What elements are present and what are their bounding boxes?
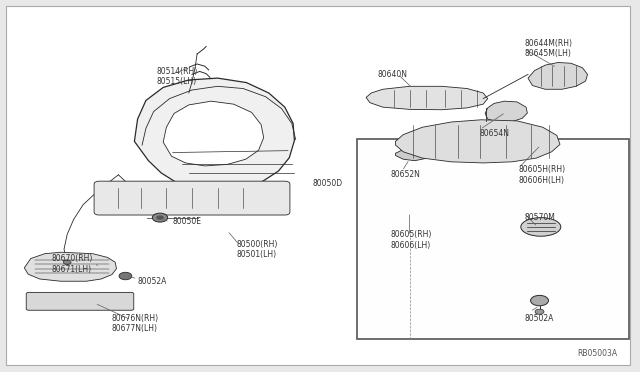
Polygon shape: [485, 101, 527, 122]
Text: 80676N(RH)
80677N(LH): 80676N(RH) 80677N(LH): [112, 314, 159, 333]
Polygon shape: [134, 78, 294, 190]
Text: RB05003A: RB05003A: [577, 349, 618, 358]
Polygon shape: [396, 120, 560, 163]
Text: 80654N: 80654N: [480, 129, 510, 138]
Text: 80670(RH)
80671(LH): 80670(RH) 80671(LH): [51, 254, 93, 274]
Text: 80052A: 80052A: [138, 277, 167, 286]
Text: 80050D: 80050D: [312, 179, 342, 187]
Polygon shape: [528, 62, 588, 89]
Ellipse shape: [521, 218, 561, 236]
Polygon shape: [24, 252, 116, 281]
Text: 80605(RH)
80606(LH): 80605(RH) 80606(LH): [390, 230, 432, 250]
Text: 80640N: 80640N: [378, 70, 408, 79]
Text: 80570M: 80570M: [525, 213, 556, 222]
Text: 80502A: 80502A: [525, 314, 554, 323]
Polygon shape: [366, 86, 488, 110]
Bar: [357, 140, 629, 339]
FancyBboxPatch shape: [94, 181, 290, 215]
Text: 80050E: 80050E: [173, 217, 202, 226]
Circle shape: [156, 215, 164, 220]
Polygon shape: [163, 101, 264, 166]
Text: 80605H(RH)
80606H(LH): 80605H(RH) 80606H(LH): [518, 165, 566, 185]
Circle shape: [119, 272, 132, 280]
Text: 80500(RH)
80501(LH): 80500(RH) 80501(LH): [237, 240, 278, 259]
Circle shape: [531, 295, 548, 306]
Circle shape: [535, 309, 544, 314]
Circle shape: [152, 213, 168, 222]
Text: 80652N: 80652N: [390, 170, 420, 179]
Text: 80644M(RH)
80645M(LH): 80644M(RH) 80645M(LH): [525, 39, 573, 58]
Circle shape: [63, 260, 71, 264]
FancyBboxPatch shape: [26, 292, 134, 310]
Polygon shape: [396, 148, 429, 161]
Text: 80514(RH)
80515(LH): 80514(RH) 80515(LH): [157, 67, 198, 86]
